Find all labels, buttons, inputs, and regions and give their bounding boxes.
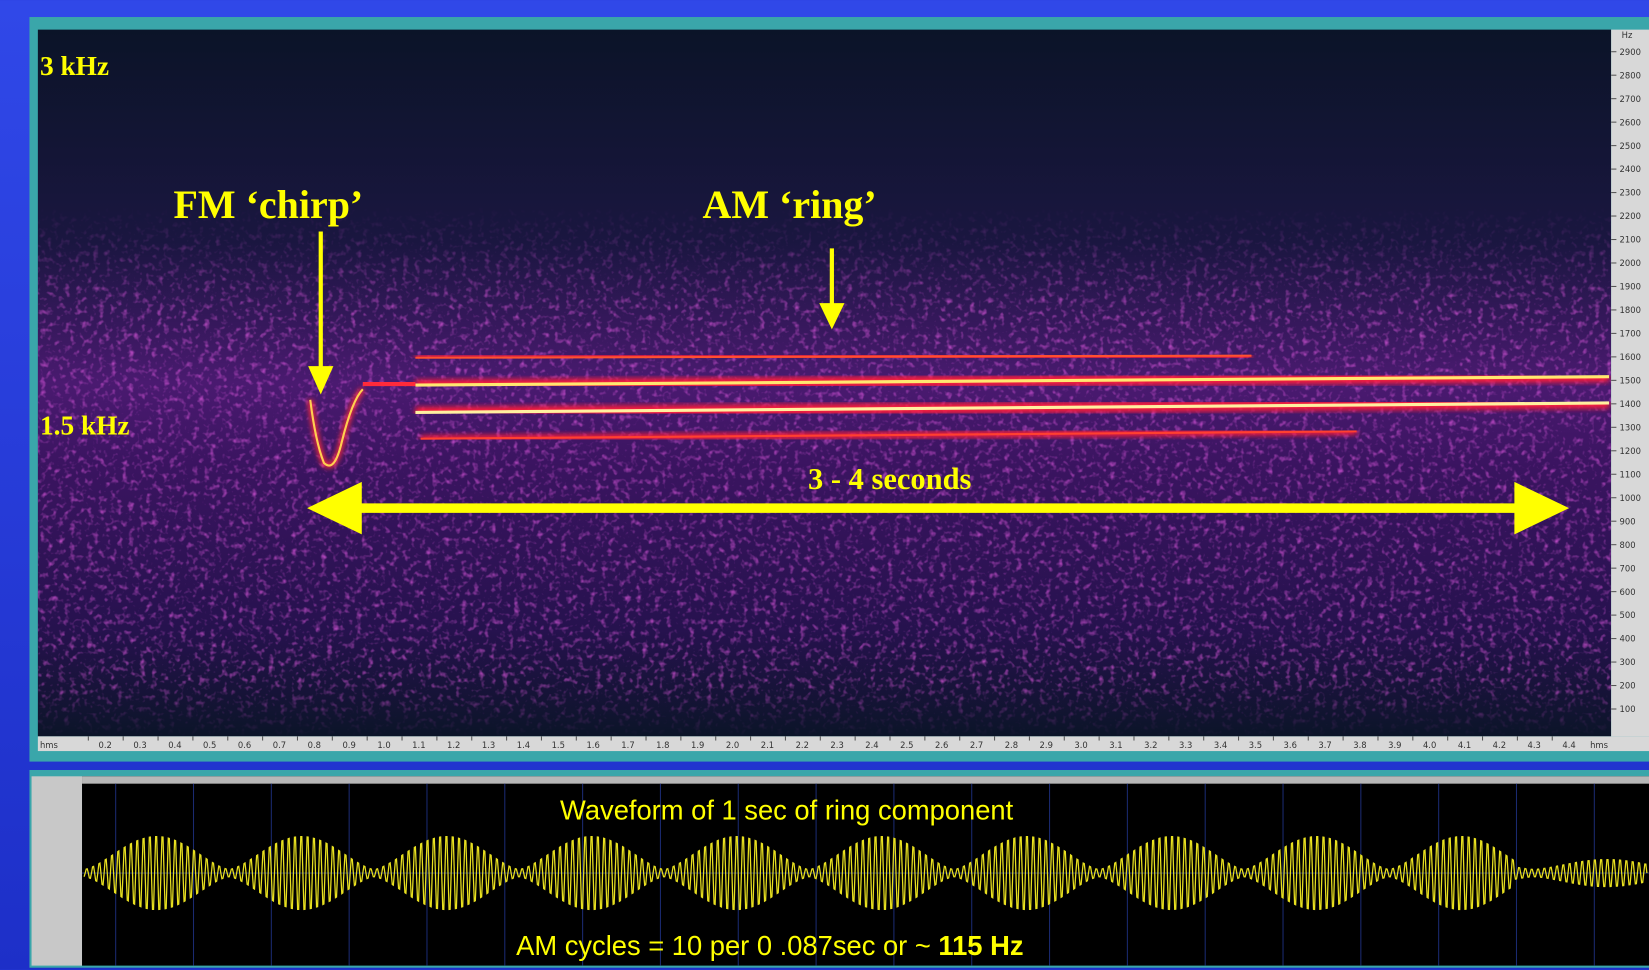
time-tick-label: 0.6 — [238, 740, 251, 750]
time-tick-label: 3.9 — [1388, 740, 1401, 750]
time-tick-label: 3.3 — [1179, 740, 1192, 750]
frequency-tick-label: 2100 — [1620, 235, 1641, 245]
frequency-tick-label: 1400 — [1620, 399, 1641, 409]
time-tick-label: 1.4 — [517, 740, 530, 750]
time-tick-label: 2.7 — [970, 740, 983, 750]
frequency-tick-label: 600 — [1620, 587, 1636, 597]
time-tick-label: 4.0 — [1423, 740, 1436, 750]
frequency-tick-label: 1600 — [1620, 352, 1641, 362]
label-chirp: FM ‘chirp’ — [174, 182, 364, 227]
frequency-tick-label: 700 — [1620, 563, 1636, 573]
time-tick-label: 1.1 — [412, 740, 425, 750]
time-ticks: hms hms 0.2 0.3 0.4 0.5 0.6 0.7 0.8 0.9 1.0 1.1 1.2 1… — [40, 736, 1608, 750]
frequency-tick-label: 2400 — [1620, 164, 1641, 174]
time-tick-label: 2.4 — [865, 740, 878, 750]
caption-text: AM cycles = 10 per 0 .087sec or ~ — [516, 930, 938, 961]
time-tick-label: 0.8 — [308, 740, 321, 750]
time-tick-label: 4.3 — [1528, 740, 1541, 750]
frequency-tick-label: 800 — [1620, 540, 1636, 550]
frequency-tick-label: 2600 — [1620, 117, 1641, 127]
frequency-tick-label: 1100 — [1620, 469, 1641, 479]
caption-bold: 115 Hz — [938, 930, 1023, 961]
time-tick-label: 2.8 — [1005, 740, 1018, 750]
frequency-tick-label: 2700 — [1620, 94, 1641, 104]
time-tick-label: 4.1 — [1458, 740, 1471, 750]
time-unit: hms — [1590, 740, 1608, 750]
time-tick-label: 2.5 — [900, 740, 913, 750]
arrow-head — [819, 303, 845, 330]
frequency-ticks: Hz 2900 2800 2700 2600 2500 2400 2300 2200 2100 20… — [1611, 30, 1641, 714]
time-tick-label: 2.2 — [796, 740, 809, 750]
time-tick-label: 2.3 — [830, 740, 843, 750]
frequency-tick-label: 1200 — [1620, 446, 1641, 456]
frequency-tick-label: 1700 — [1620, 329, 1641, 339]
frequency-tick-label: 1900 — [1620, 282, 1641, 292]
frequency-tick-label: 1500 — [1620, 376, 1641, 386]
frequency-tick-label: 400 — [1620, 634, 1636, 644]
harmonic-lines — [307, 352, 1610, 469]
frequency-tick-label: 1800 — [1620, 305, 1641, 315]
frequency-tick-label: 2300 — [1620, 188, 1641, 198]
time-tick-label: 2.0 — [726, 740, 739, 750]
frequency-unit: Hz — [1622, 30, 1633, 40]
time-tick-label: 1.9 — [691, 740, 704, 750]
frequency-tick-label: 2200 — [1620, 211, 1641, 221]
time-tick-label: 1.3 — [482, 740, 495, 750]
time-tick-label: 1.8 — [656, 740, 669, 750]
frequency-tick-label: 2800 — [1620, 70, 1641, 80]
time-tick-label: 0.5 — [203, 740, 216, 750]
time-tick-label: 0.2 — [98, 740, 111, 750]
time-tick-label: 1.5 — [552, 740, 565, 750]
time-axis — [37, 736, 1649, 752]
time-tick-label: 2.6 — [935, 740, 948, 750]
time-tick-label: 0.3 — [133, 740, 146, 750]
frequency-tick-label: 300 — [1620, 657, 1636, 667]
frequency-tick-label: 2500 — [1620, 141, 1641, 151]
time-tick-label: 3.2 — [1144, 740, 1157, 750]
time-tick-label: 0.7 — [273, 740, 286, 750]
time-tick-label: 4.2 — [1493, 740, 1506, 750]
time-tick-label: 4.4 — [1562, 740, 1575, 750]
waveform-title: Waveform of 1 sec of ring component — [560, 794, 1014, 825]
label-duration: 3 - 4 seconds — [808, 462, 972, 496]
time-tick-label: 3.0 — [1074, 740, 1087, 750]
time-tick-label: 1.2 — [447, 740, 460, 750]
waveform-top-ruler — [82, 776, 1649, 784]
frequency-tick-label: 1300 — [1620, 422, 1641, 432]
label-1-5khz: 1.5 kHz — [40, 411, 130, 441]
waveform — [83, 836, 1648, 911]
waveform-caption: AM cycles = 10 per 0 .087sec or ~ 115 Hz — [516, 930, 1023, 961]
frequency-tick-label: 2000 — [1620, 258, 1641, 268]
frequency-axis — [1611, 29, 1649, 737]
time-tick-label: 2.9 — [1040, 740, 1053, 750]
time-unit: hms — [40, 740, 58, 750]
arrow-head — [307, 481, 362, 535]
frequency-tick-label: 200 — [1620, 681, 1636, 691]
time-tick-label: 3.6 — [1284, 740, 1297, 750]
time-tick-label: 3.5 — [1249, 740, 1262, 750]
frequency-tick-label: 2900 — [1620, 47, 1641, 57]
time-tick-label: 3.8 — [1353, 740, 1366, 750]
time-tick-label: 0.9 — [342, 740, 355, 750]
time-tick-label: 3.1 — [1109, 740, 1122, 750]
time-tick-label: 0.4 — [168, 740, 181, 750]
time-tick-label: 3.4 — [1214, 740, 1227, 750]
time-tick-label: 2.1 — [761, 740, 774, 750]
annotations: 3 kHz 1.5 kHz FM ‘chirp’ AM ‘ring’ 3 - 4… — [40, 51, 1570, 535]
frequency-tick-label: 100 — [1620, 704, 1636, 714]
label-ring: AM ‘ring’ — [703, 182, 877, 227]
arrow-head — [1514, 481, 1570, 535]
label-3khz: 3 kHz — [40, 51, 109, 81]
arrow-head — [308, 366, 334, 395]
frequency-tick-label: 1000 — [1620, 493, 1641, 503]
time-tick-label: 3.7 — [1318, 740, 1331, 750]
time-tick-label: 1.0 — [377, 740, 390, 750]
waveform-ruler — [31, 776, 83, 966]
frequency-tick-label: 900 — [1620, 516, 1636, 526]
time-tick-label: 1.6 — [586, 740, 599, 750]
time-tick-label: 1.7 — [621, 740, 634, 750]
frequency-tick-label: 500 — [1620, 610, 1636, 620]
